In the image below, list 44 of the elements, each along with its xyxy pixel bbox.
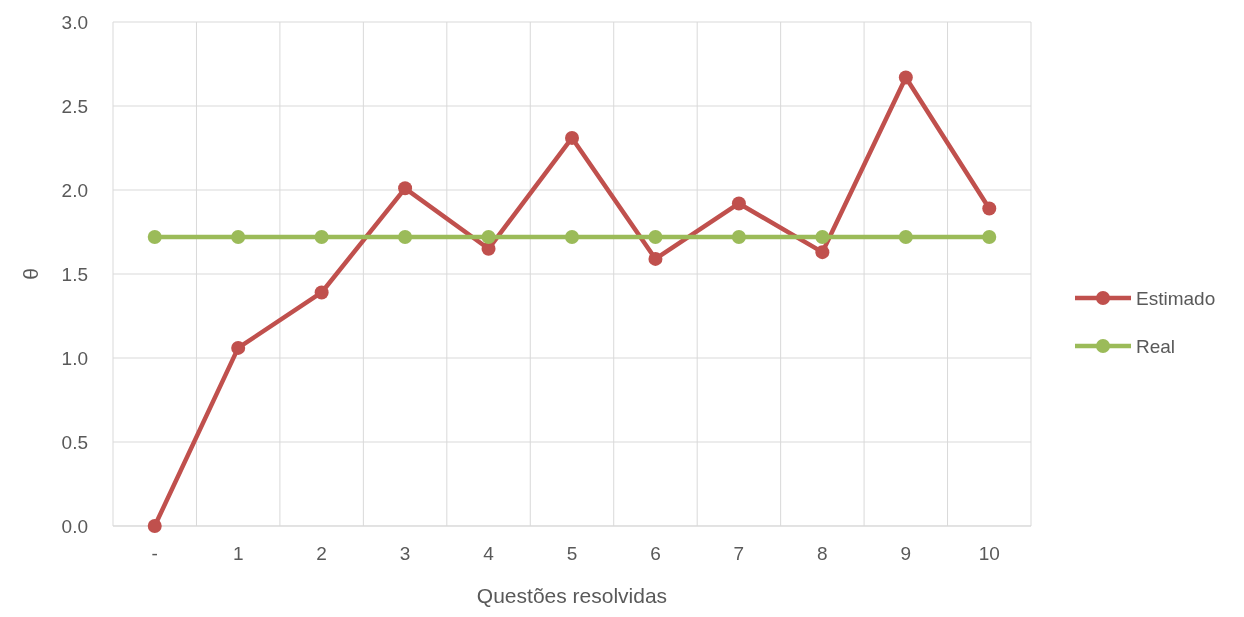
point	[815, 230, 830, 245]
point	[731, 196, 746, 211]
point	[481, 230, 496, 245]
legend-label: Real	[1136, 335, 1176, 357]
x-tick-label: 3	[399, 543, 411, 564]
point	[898, 70, 913, 85]
legend-label: Estimado	[1136, 287, 1216, 309]
point	[314, 230, 329, 245]
point	[147, 519, 162, 533]
x-tick-label: -	[151, 543, 158, 564]
x-tick-label: 4	[483, 543, 495, 564]
x-tick-label: 7	[733, 543, 745, 564]
y-tick-label: 0.5	[61, 431, 88, 453]
y-axis-title: θ	[19, 268, 42, 280]
point	[648, 230, 663, 245]
point	[898, 230, 913, 245]
y-tick-label: 2.5	[61, 95, 88, 117]
point	[982, 201, 997, 216]
x-tick-label: 1	[232, 543, 244, 564]
x-tick-label: 5	[566, 543, 578, 564]
point	[481, 241, 496, 256]
point	[314, 285, 329, 300]
point	[398, 181, 413, 196]
point	[147, 230, 162, 245]
y-tick-label: 3.0	[61, 11, 88, 33]
point	[731, 230, 746, 245]
point	[565, 230, 579, 245]
point	[398, 230, 413, 245]
x-tick-label: 8	[817, 543, 828, 564]
y-tick-label: 1.5	[61, 263, 88, 285]
point	[231, 340, 246, 355]
x-tick-label: 10	[978, 543, 1000, 564]
point	[982, 230, 997, 245]
y-tick-label: 1.0	[61, 347, 88, 369]
x-tick-label: 6	[650, 543, 661, 564]
point	[648, 251, 663, 266]
x-tick-label: 9	[900, 543, 912, 564]
y-tick-label: 0.0	[61, 515, 88, 537]
point	[231, 230, 246, 245]
y-tick-label: 2.0	[61, 179, 88, 201]
x-tick-label: 2	[316, 543, 327, 564]
point	[565, 130, 579, 145]
point	[815, 245, 830, 260]
x-axis-title: Questões resolvidas	[476, 584, 668, 607]
